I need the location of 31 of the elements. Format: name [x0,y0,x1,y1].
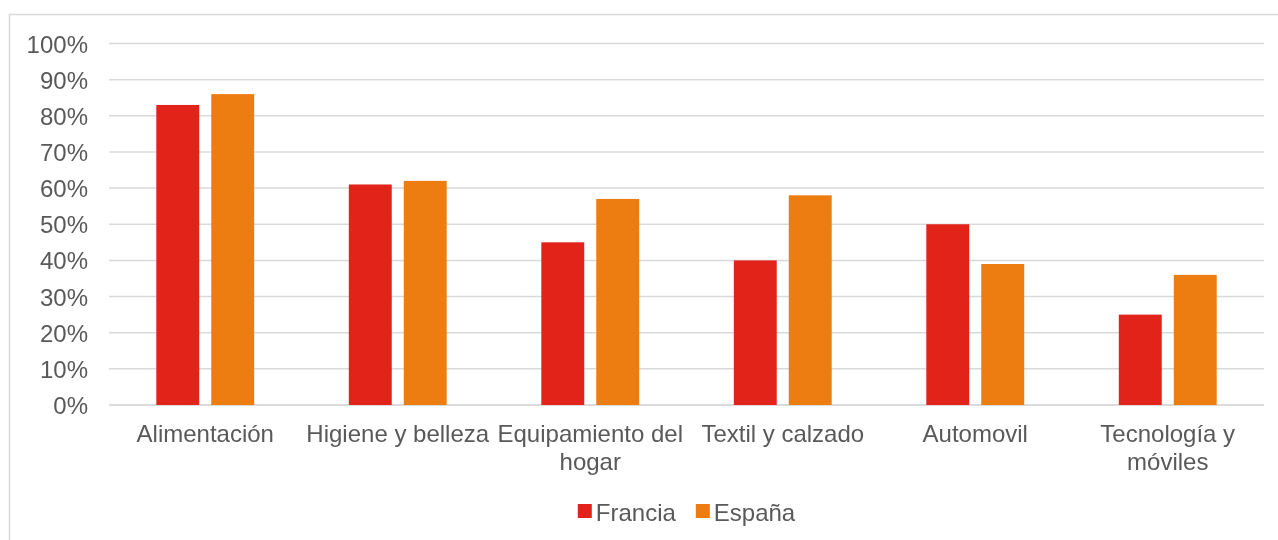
y-tick-label: 50% [39,210,88,238]
bar [211,94,255,405]
legend-label: España [713,498,796,526]
y-tick-label: 30% [39,283,88,311]
x-tick-label: Automovil [922,419,1028,447]
bar [156,104,200,405]
bar [541,242,585,405]
y-tick-label: 60% [39,174,88,202]
bar [1173,274,1217,405]
y-tick-label: 40% [39,246,88,274]
bar [733,260,777,405]
y-tick-label: 10% [39,355,88,383]
bar [1118,314,1162,405]
bar [348,184,392,405]
bar [926,224,970,405]
x-tick-label: Higiene y belleza [306,419,490,447]
y-tick-label: 90% [39,66,88,94]
legend-label: Francia [595,498,677,526]
y-tick-label: 80% [39,102,88,130]
y-tick-label: 100% [26,30,88,57]
bar [981,264,1025,405]
x-tick-label: Equipamiento del hogar [497,419,683,475]
y-tick-label: 20% [39,319,88,347]
x-tick-label: Alimentación [136,419,274,447]
x-tick-label: Tecnología y móviles [1100,419,1236,475]
bar [788,195,832,405]
x-tick-label: Textil y calzado [701,419,865,447]
bar [596,198,640,405]
y-tick-label: 70% [39,138,88,166]
bar [403,180,447,405]
y-tick-label: 0% [53,391,88,419]
